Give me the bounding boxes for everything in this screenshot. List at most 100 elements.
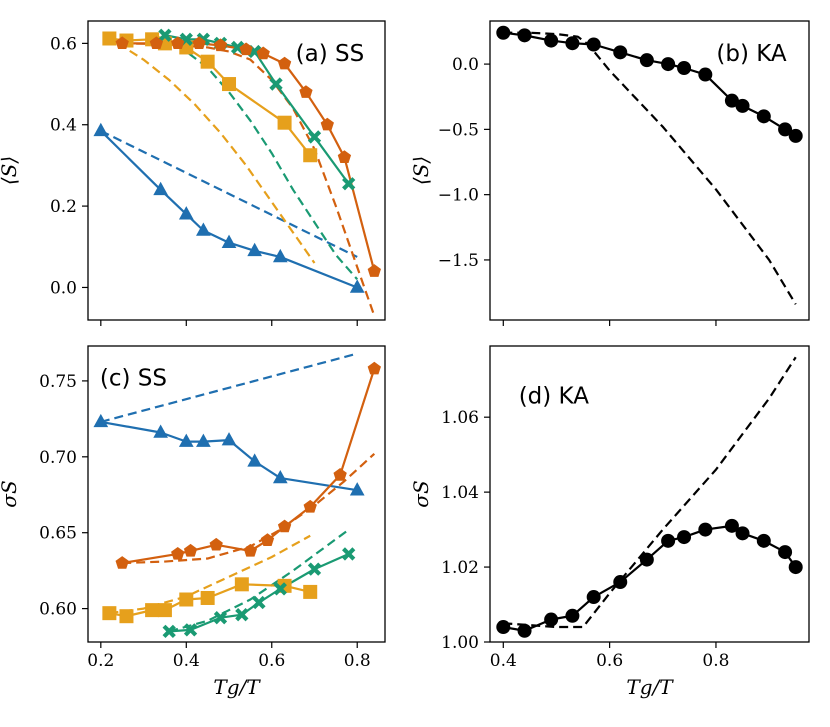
x-tick-label: 0.8 [702,651,729,671]
panel-label: (c) SS [100,366,167,392]
y-tick-label: 1.04 [441,483,479,503]
series-orange-theory [109,534,311,615]
data-point-blue-sim-4 [221,234,237,248]
panel-a: 0.0 0.2 0.4 0.6 ⟨S⟩ (a) SS [0,20,386,326]
panel-label: (a) SS [296,41,365,67]
data-point-KA-sim-0 [496,25,511,40]
plot-area [100,34,376,317]
series-green-theory [168,528,350,633]
data-point-red-sim-9 [320,117,334,131]
x-tick-label: 0.8 [344,651,371,671]
data-point-green-sim-7 [342,547,356,561]
data-point-blue-sim-7 [349,482,365,496]
data-point-KA-sim-13 [778,545,793,560]
data-point-blue-sim-4 [221,432,237,446]
data-point-red-sim-10 [337,150,352,163]
data-point-red-sim-2 [183,543,198,557]
series-blue-theory [100,129,358,258]
x-axis-label: Tg/T [626,675,674,699]
data-point-KA-sim-9 [698,67,713,82]
panel-label: (b) KA [716,41,787,67]
data-point-blue-sim-0 [93,413,109,428]
panel-b: 0.0 −0.5 −1.0 −1.5 ⟨S⟩ (b) KA [409,20,810,326]
data-point-KA-sim-6 [639,53,654,68]
data-point-red-sim-3 [192,36,206,50]
data-point-KA-sim-7 [661,57,676,72]
data-point-red-sim-6 [277,519,292,533]
y-tick-label: 0.2 [50,197,77,217]
data-point-red-sim-1 [149,36,164,50]
data-point-green-sim-2 [213,611,228,625]
data-point-green-sim-6 [269,77,283,91]
series-green-theory [164,38,359,281]
data-point-red-sim-7 [303,499,317,513]
data-point-orange-sim-5 [200,54,215,69]
data-point-orange-sim-5 [200,590,215,605]
data-point-blue-sim-1 [153,424,168,438]
series-red-sim [122,42,376,272]
data-point-KA-sim-8 [677,61,692,76]
data-point-blue-sim-3 [196,222,211,236]
markers-KA-sim [496,25,803,143]
data-point-blue-sim-0 [93,122,109,137]
y-tick-label: 0.65 [39,524,77,544]
data-point-KA-sim-1 [517,623,532,638]
y-tick-label: 0.60 [39,600,77,620]
series-orange-theory [117,42,316,264]
data-point-KA-sim-10 [724,518,739,533]
data-point-KA-sim-7 [661,533,676,548]
data-point-orange-sim-2 [145,603,160,618]
data-point-blue-sim-1 [153,181,168,196]
data-point-green-sim-8 [342,177,356,191]
y-tick-label: −1.5 [438,251,479,271]
data-point-red-sim-2 [171,36,185,50]
data-point-orange-sim-8 [303,584,318,599]
data-point-red-sim-0 [115,556,129,569]
y-axis-label: ⟨S⟩ [409,156,433,185]
data-point-blue-sim-3 [196,433,211,447]
data-point-orange-sim-0 [102,606,117,621]
data-point-green-sim-7 [307,130,322,144]
data-point-KA-sim-14 [788,128,803,143]
data-point-KA-sim-5 [613,575,628,590]
panel-d: 0.4 0.6 0.8 1.00 1.02 1.04 1.06 σS Tg/T (d) KA [409,345,810,699]
markers-blue-sim [93,413,365,496]
panel-c: 0.2 0.4 0.6 0.8 0.60 0.65 0.70 0.75 σS Tg/T (c) SS [0,345,386,699]
data-point-KA-sim-5 [613,45,628,60]
data-point-orange-sim-1 [119,609,134,624]
data-point-KA-sim-9 [698,522,713,537]
data-point-red-sim-5 [239,42,253,56]
data-point-green-sim-0 [158,28,172,42]
axes-frame [489,20,810,321]
data-point-KA-sim-12 [756,533,771,548]
markers-red-sim [115,361,381,569]
y-axis-label: ⟨S⟩ [0,156,21,185]
data-point-KA-sim-3 [565,36,580,51]
data-point-KA-sim-13 [778,122,793,137]
data-point-KA-sim-11 [735,526,750,541]
data-point-blue-sim-5 [247,453,263,467]
data-point-KA-sim-2 [544,612,559,627]
plot-area [503,31,797,305]
data-point-blue-sim-6 [272,470,288,484]
data-point-green-sim-1 [183,623,198,637]
data-point-KA-sim-3 [565,608,580,623]
panel-label: (d) KA [519,383,590,409]
data-point-orange-sim-6 [222,77,237,92]
data-point-orange-sim-3 [157,603,172,618]
data-point-KA-sim-1 [517,28,532,43]
y-tick-label: 0.70 [39,448,77,468]
data-point-KA-sim-12 [756,109,771,124]
y-axis-label: σS [0,480,21,507]
data-point-blue-sim-5 [247,242,263,257]
x-axis-label: Tg/T [213,675,261,699]
data-point-KA-sim-2 [544,33,559,48]
data-point-red-sim-0 [115,36,129,50]
x-tick-label: 0.6 [258,651,285,671]
data-point-KA-sim-0 [496,620,511,635]
series-KA-theory [503,31,797,305]
data-point-green-sim-0 [162,624,176,639]
data-point-red-sim-3 [209,537,223,551]
markers-KA-sim [496,518,803,638]
